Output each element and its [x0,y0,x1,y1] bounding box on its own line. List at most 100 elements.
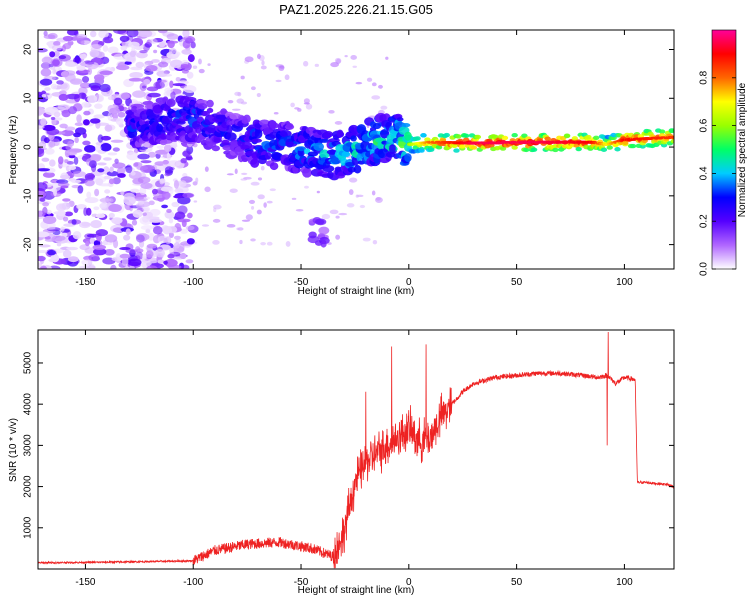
noise-blob [84,197,99,204]
noise-blob [68,151,77,155]
noise-blob [95,213,106,218]
y-tick-label: 5000 [23,351,34,374]
noise-blob [62,249,72,259]
noise-blob [72,170,87,178]
colorbar: 0.0 0.2 0.4 0.6 0.8 Normalized spectral ampl… [699,29,748,276]
noise-blob [88,254,100,262]
ridge-blob [629,143,637,149]
noise-blob [58,93,69,101]
noise-blob [145,64,158,72]
noise-blob [85,174,91,181]
x-tick-label: 50 [511,277,523,288]
noise-blob [56,80,64,85]
noise-blob [241,219,251,222]
noise-blob [66,202,71,208]
noise-blob [303,60,309,67]
ridge-blob [511,145,518,150]
noise-blob [167,40,175,49]
noise-blob [65,93,80,100]
noise-blob [153,81,165,90]
noise-blob [93,74,105,81]
noise-blob [161,204,168,209]
noise-blob [115,64,130,71]
noise-blob [119,253,131,259]
noise-blob [89,237,95,245]
noise-blob [240,75,245,80]
noise-blob [97,168,105,173]
noise-blob [40,265,47,269]
noise-blob [40,68,52,77]
noise-blob [135,234,145,243]
y-tick-label: -20 [23,237,34,252]
noise-blob [82,140,91,146]
noise-blob [62,216,69,222]
ridge-blob [453,148,460,153]
noise-blob [93,248,107,256]
noise-blob [60,71,69,78]
ridge-blob [226,124,233,134]
noise-blob [68,165,77,171]
noise-blob [125,164,133,174]
noise-blob [79,265,94,269]
noise-blob [348,177,358,183]
noise-blob [60,226,65,232]
noise-blob [204,166,209,172]
noise-blob [152,226,163,235]
ridge-blob [347,166,356,173]
noise-blob [128,41,140,48]
noise-blob [180,228,188,234]
noise-blob [385,56,389,60]
noise-blob [126,30,139,38]
noise-blob [64,61,78,67]
y-tick-label: 4000 [23,393,34,416]
noise-blob [83,207,88,217]
noise-blob [290,102,295,108]
noise-blob [76,66,86,71]
noise-blob [59,123,68,129]
noise-blob [273,111,279,115]
noise-blob [257,194,265,200]
noise-blob [245,214,253,221]
noise-blob [146,243,158,249]
ridge-blob [254,128,263,139]
noise-blob [73,31,79,37]
noise-blob [113,97,123,106]
ridge-blob [474,134,482,140]
snr-panel: -150 -100 -50 0 50 100 1000 2000 3000 4000 5000 H… [8,329,675,596]
noise-blob [84,61,95,65]
noise-blob [186,71,194,79]
noise-blob [156,79,167,83]
noise-blob [56,210,66,217]
noise-blob [186,212,193,219]
noise-blob [42,206,48,215]
spectrogram-x-ticks: -150 -100 -50 0 50 100 [75,30,633,288]
noise-blob [303,98,310,104]
noise-blob [355,81,363,85]
noise-blob [204,186,211,193]
noise-blob [132,209,143,218]
ridge-blob [523,147,530,153]
ridge-blob [600,147,608,152]
noise-blob [142,206,151,212]
noise-blob [65,144,73,151]
noise-blob [350,55,358,60]
ridge-blob [139,118,146,126]
noise-blob [43,34,56,40]
noise-blob [60,83,68,89]
y-tick-label: 3000 [23,434,34,457]
noise-blob [185,225,195,231]
noise-blob [140,160,152,164]
noise-blob [103,157,112,161]
noise-blob [90,220,103,229]
noise-blob [167,253,175,259]
noise-blob [314,63,319,67]
noise-blob [260,166,265,171]
noise-blob [77,185,84,194]
noise-blob [371,95,381,100]
noise-blob [104,124,113,132]
noise-blob [198,68,205,74]
y-tick-label: 10 [23,92,34,104]
noise-blob [64,159,69,164]
x-tick-label: -100 [183,277,203,288]
